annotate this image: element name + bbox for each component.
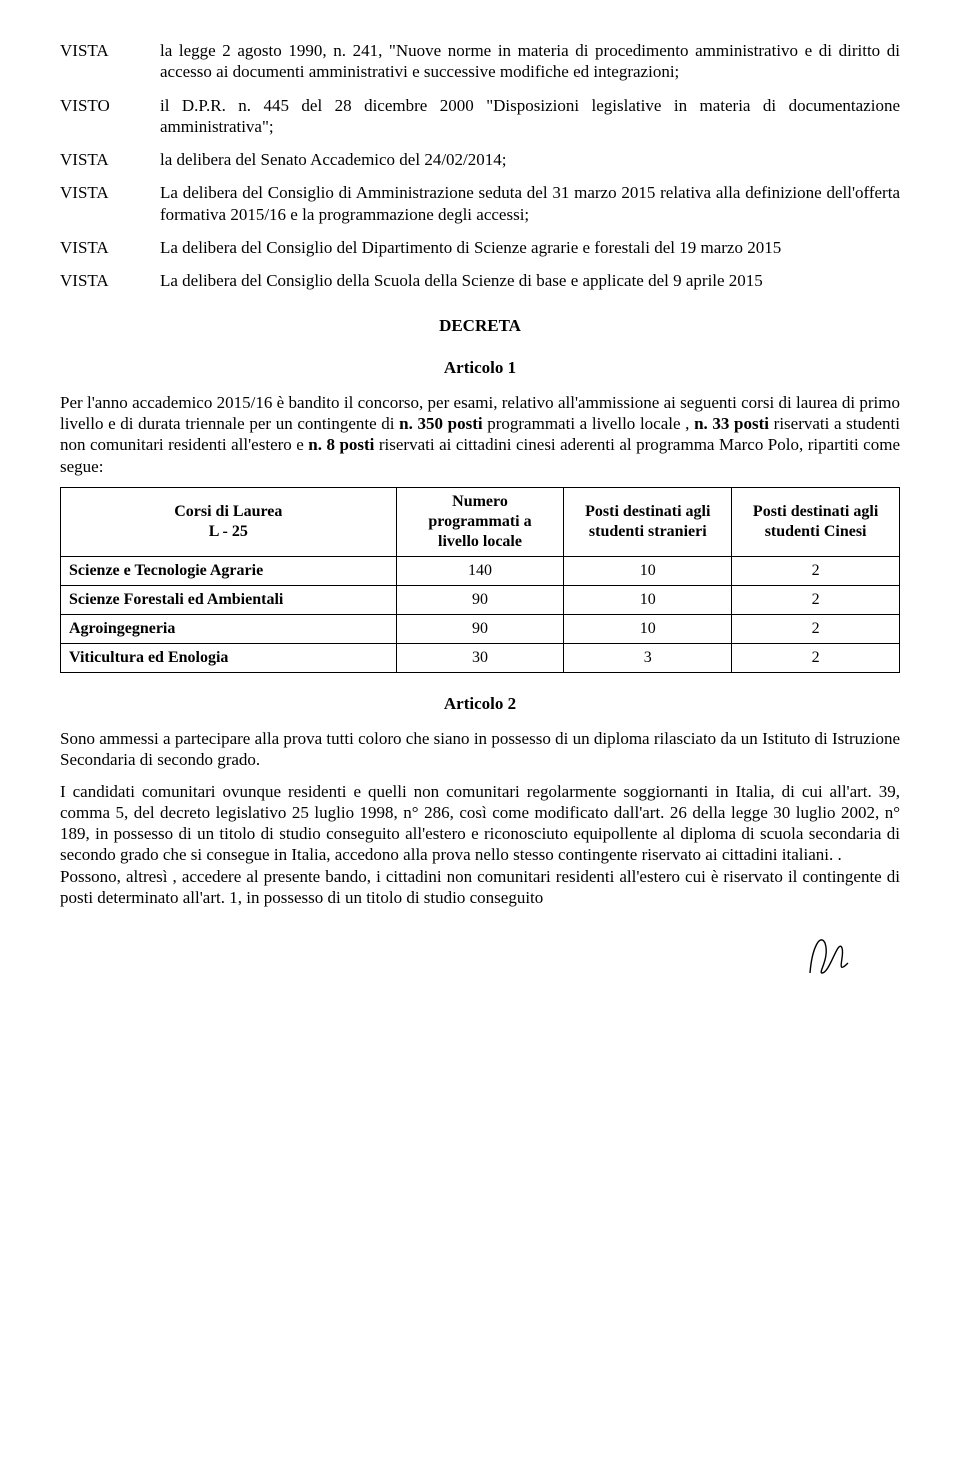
table-row: Scienze e Tecnologie Agrarie 140 10 2 xyxy=(61,556,900,585)
table-row: Viticultura ed Enologia 30 3 2 xyxy=(61,643,900,672)
text: programmati a livello locale , xyxy=(483,414,694,433)
def-body: il D.P.R. n. 445 del 28 dicembre 2000 "D… xyxy=(160,95,900,138)
table-row: Scienze Forestali ed Ambientali 90 10 2 xyxy=(61,585,900,614)
col-header-courses: Corsi di Laurea L - 25 xyxy=(61,487,397,556)
col-header-foreign: Posti destinati agli studenti stranieri xyxy=(564,487,732,556)
def-row: VISTA La delibera del Consiglio del Dipa… xyxy=(60,237,900,258)
article-2-para-3: Possono, altresì , accedere al presente … xyxy=(60,866,900,909)
cell-value: 90 xyxy=(396,585,564,614)
cell-value: 2 xyxy=(732,614,900,643)
bold-text: n. 8 posti xyxy=(308,435,374,454)
def-label: VISTA xyxy=(60,149,160,170)
article-2-para-2: I candidati comunitari ovunque residenti… xyxy=(60,781,900,866)
cell-value: 2 xyxy=(732,585,900,614)
def-label: VISTA xyxy=(60,237,160,258)
cell-course-name: Scienze e Tecnologie Agrarie xyxy=(61,556,397,585)
page: VISTA la legge 2 agosto 1990, n. 241, "N… xyxy=(0,0,960,1027)
def-body: la legge 2 agosto 1990, n. 241, "Nuove n… xyxy=(160,40,900,83)
def-body: La delibera del Consiglio della Scuola d… xyxy=(160,270,900,291)
cell-course-name: Viticultura ed Enologia xyxy=(61,643,397,672)
def-label: VISTO xyxy=(60,95,160,138)
def-body: La delibera del Consiglio di Amministraz… xyxy=(160,182,900,225)
cell-value: 140 xyxy=(396,556,564,585)
def-row: VISTA la legge 2 agosto 1990, n. 241, "N… xyxy=(60,40,900,83)
text: Posti destinati agli xyxy=(753,503,878,520)
cell-value: 90 xyxy=(396,614,564,643)
table-row: Agroingegneria 90 10 2 xyxy=(61,614,900,643)
def-label: VISTA xyxy=(60,270,160,291)
bold-text: n. 33 posti xyxy=(694,414,769,433)
table-header-row: Corsi di Laurea L - 25 Numero programmat… xyxy=(61,487,900,556)
decreta-heading: DECRETA xyxy=(60,315,900,336)
text: Posti destinati agli xyxy=(585,503,710,520)
def-row: VISTA La delibera del Consiglio della Sc… xyxy=(60,270,900,291)
cell-value: 2 xyxy=(732,643,900,672)
col-header-local: Numero programmati a livello locale xyxy=(396,487,564,556)
def-label: VISTA xyxy=(60,182,160,225)
signature-icon xyxy=(800,928,860,978)
cell-course-name: Agroingegneria xyxy=(61,614,397,643)
bold-text: n. 350 posti xyxy=(399,414,482,433)
def-row: VISTA la delibera del Senato Accademico … xyxy=(60,149,900,170)
text: programmati a xyxy=(428,513,531,530)
text: Corsi di Laurea xyxy=(174,503,282,520)
cell-value: 3 xyxy=(564,643,732,672)
cell-value: 2 xyxy=(732,556,900,585)
article-2-title: Articolo 2 xyxy=(60,693,900,714)
cell-value: 30 xyxy=(396,643,564,672)
def-row: VISTO il D.P.R. n. 445 del 28 dicembre 2… xyxy=(60,95,900,138)
col-header-chinese: Posti destinati agli studenti Cinesi xyxy=(732,487,900,556)
text: L - 25 xyxy=(209,523,248,540)
def-body: La delibera del Consiglio del Dipartimen… xyxy=(160,237,900,258)
article-1-title: Articolo 1 xyxy=(60,357,900,378)
cell-course-name: Scienze Forestali ed Ambientali xyxy=(61,585,397,614)
def-label: VISTA xyxy=(60,40,160,83)
cell-value: 10 xyxy=(564,585,732,614)
text: livello locale xyxy=(438,533,522,550)
text: Numero xyxy=(452,493,508,510)
cell-value: 10 xyxy=(564,556,732,585)
article-2-para-1: Sono ammessi a partecipare alla prova tu… xyxy=(60,728,900,771)
article-1-para: Per l'anno accademico 2015/16 è bandito … xyxy=(60,392,900,477)
allocation-table: Corsi di Laurea L - 25 Numero programmat… xyxy=(60,487,900,673)
text: studenti stranieri xyxy=(589,523,707,540)
def-row: VISTA La delibera del Consiglio di Ammin… xyxy=(60,182,900,225)
cell-value: 10 xyxy=(564,614,732,643)
text: studenti Cinesi xyxy=(765,523,867,540)
signature xyxy=(60,928,900,987)
def-body: la delibera del Senato Accademico del 24… xyxy=(160,149,900,170)
